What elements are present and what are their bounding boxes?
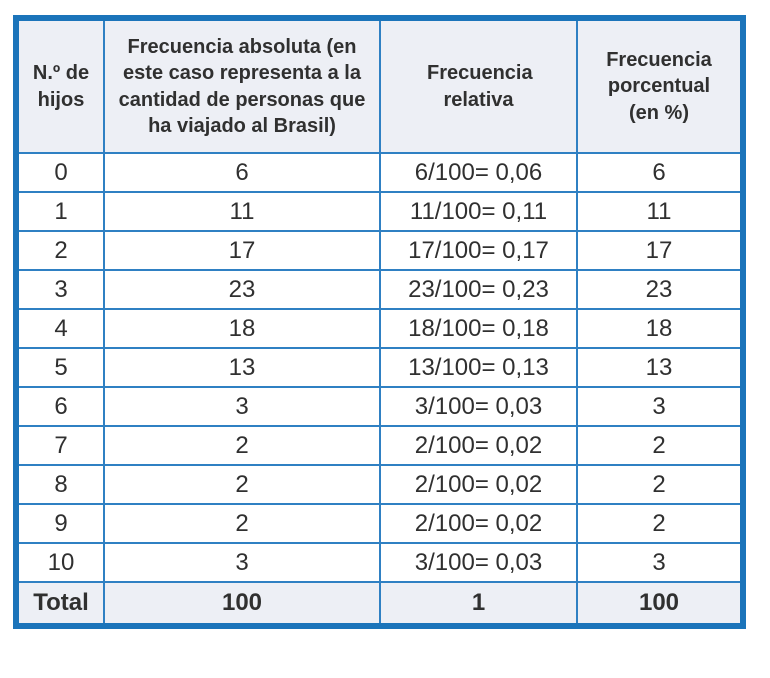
table-cell: 3 [15, 269, 105, 310]
table-cell: 6 [15, 386, 105, 427]
table-cell: 2 [15, 230, 105, 271]
table-cell: 18/100= 0,18 [379, 308, 578, 349]
col-header-relative-frequency: Frecuencia relativa [379, 17, 578, 154]
total-absolute-cell: 100 [103, 581, 381, 627]
table-row: 3 23 23/100= 0,23 23 [15, 269, 744, 310]
total-row: Total 100 1 100 [15, 581, 744, 627]
table-cell: 3 [576, 542, 744, 583]
table-cell: 17 [103, 230, 381, 271]
table-cell: 2/100= 0,02 [379, 425, 578, 466]
table-cell: 18 [576, 308, 744, 349]
table-row: 5 13 13/100= 0,13 13 [15, 347, 744, 388]
table-cell: 6/100= 0,06 [379, 152, 578, 193]
table-row: 2 17 17/100= 0,17 17 [15, 230, 744, 271]
table-cell: 3 [103, 542, 381, 583]
col-header-absolute-frequency: Frecuencia absoluta (en este caso repres… [103, 17, 381, 154]
table-row: 9 2 2/100= 0,02 2 [15, 503, 744, 544]
table-cell: 18 [103, 308, 381, 349]
table-cell: 0 [15, 152, 105, 193]
table-cell: 2/100= 0,02 [379, 503, 578, 544]
table-cell: 2/100= 0,02 [379, 464, 578, 505]
col-header-percent-frequency: Frecuencia porcentual (en %) [576, 17, 744, 154]
table-cell: 23/100= 0,23 [379, 269, 578, 310]
table-cell: 11 [576, 191, 744, 232]
table-cell: 4 [15, 308, 105, 349]
table-cell: 2 [103, 503, 381, 544]
frequency-table: N.º de hijos Frecuencia absoluta (en est… [13, 15, 746, 629]
table-cell: 3 [103, 386, 381, 427]
table-cell: 11/100= 0,11 [379, 191, 578, 232]
table-cell: 17 [576, 230, 744, 271]
table-cell: 3/100= 0,03 [379, 542, 578, 583]
table-cell: 5 [15, 347, 105, 388]
table-row: 7 2 2/100= 0,02 2 [15, 425, 744, 466]
table-cell: 2 [103, 425, 381, 466]
table-cell: 2 [576, 464, 744, 505]
table-cell: 8 [15, 464, 105, 505]
total-percent-cell: 100 [576, 581, 744, 627]
table-cell: 13 [576, 347, 744, 388]
table-cell: 13/100= 0,13 [379, 347, 578, 388]
table-cell: 2 [103, 464, 381, 505]
table-row: 10 3 3/100= 0,03 3 [15, 542, 744, 583]
table-cell: 23 [576, 269, 744, 310]
table-cell: 6 [576, 152, 744, 193]
table-cell: 6 [103, 152, 381, 193]
table-cell: 2 [576, 503, 744, 544]
header-row: N.º de hijos Frecuencia absoluta (en est… [15, 17, 744, 154]
table-cell: 1 [15, 191, 105, 232]
table-row: 4 18 18/100= 0,18 18 [15, 308, 744, 349]
table-cell: 2 [576, 425, 744, 466]
table-cell: 17/100= 0,17 [379, 230, 578, 271]
table-cell: 23 [103, 269, 381, 310]
table-row: 1 11 11/100= 0,11 11 [15, 191, 744, 232]
table-cell: 7 [15, 425, 105, 466]
table-row: 0 6 6/100= 0,06 6 [15, 152, 744, 193]
table-cell: 11 [103, 191, 381, 232]
total-label-cell: Total [15, 581, 105, 627]
table-cell: 13 [103, 347, 381, 388]
table-cell: 3 [576, 386, 744, 427]
table-row: 8 2 2/100= 0,02 2 [15, 464, 744, 505]
table-cell: 9 [15, 503, 105, 544]
table-row: 6 3 3/100= 0,03 3 [15, 386, 744, 427]
total-relative-cell: 1 [379, 581, 578, 627]
table-cell: 10 [15, 542, 105, 583]
col-header-children: N.º de hijos [15, 17, 105, 154]
table-cell: 3/100= 0,03 [379, 386, 578, 427]
